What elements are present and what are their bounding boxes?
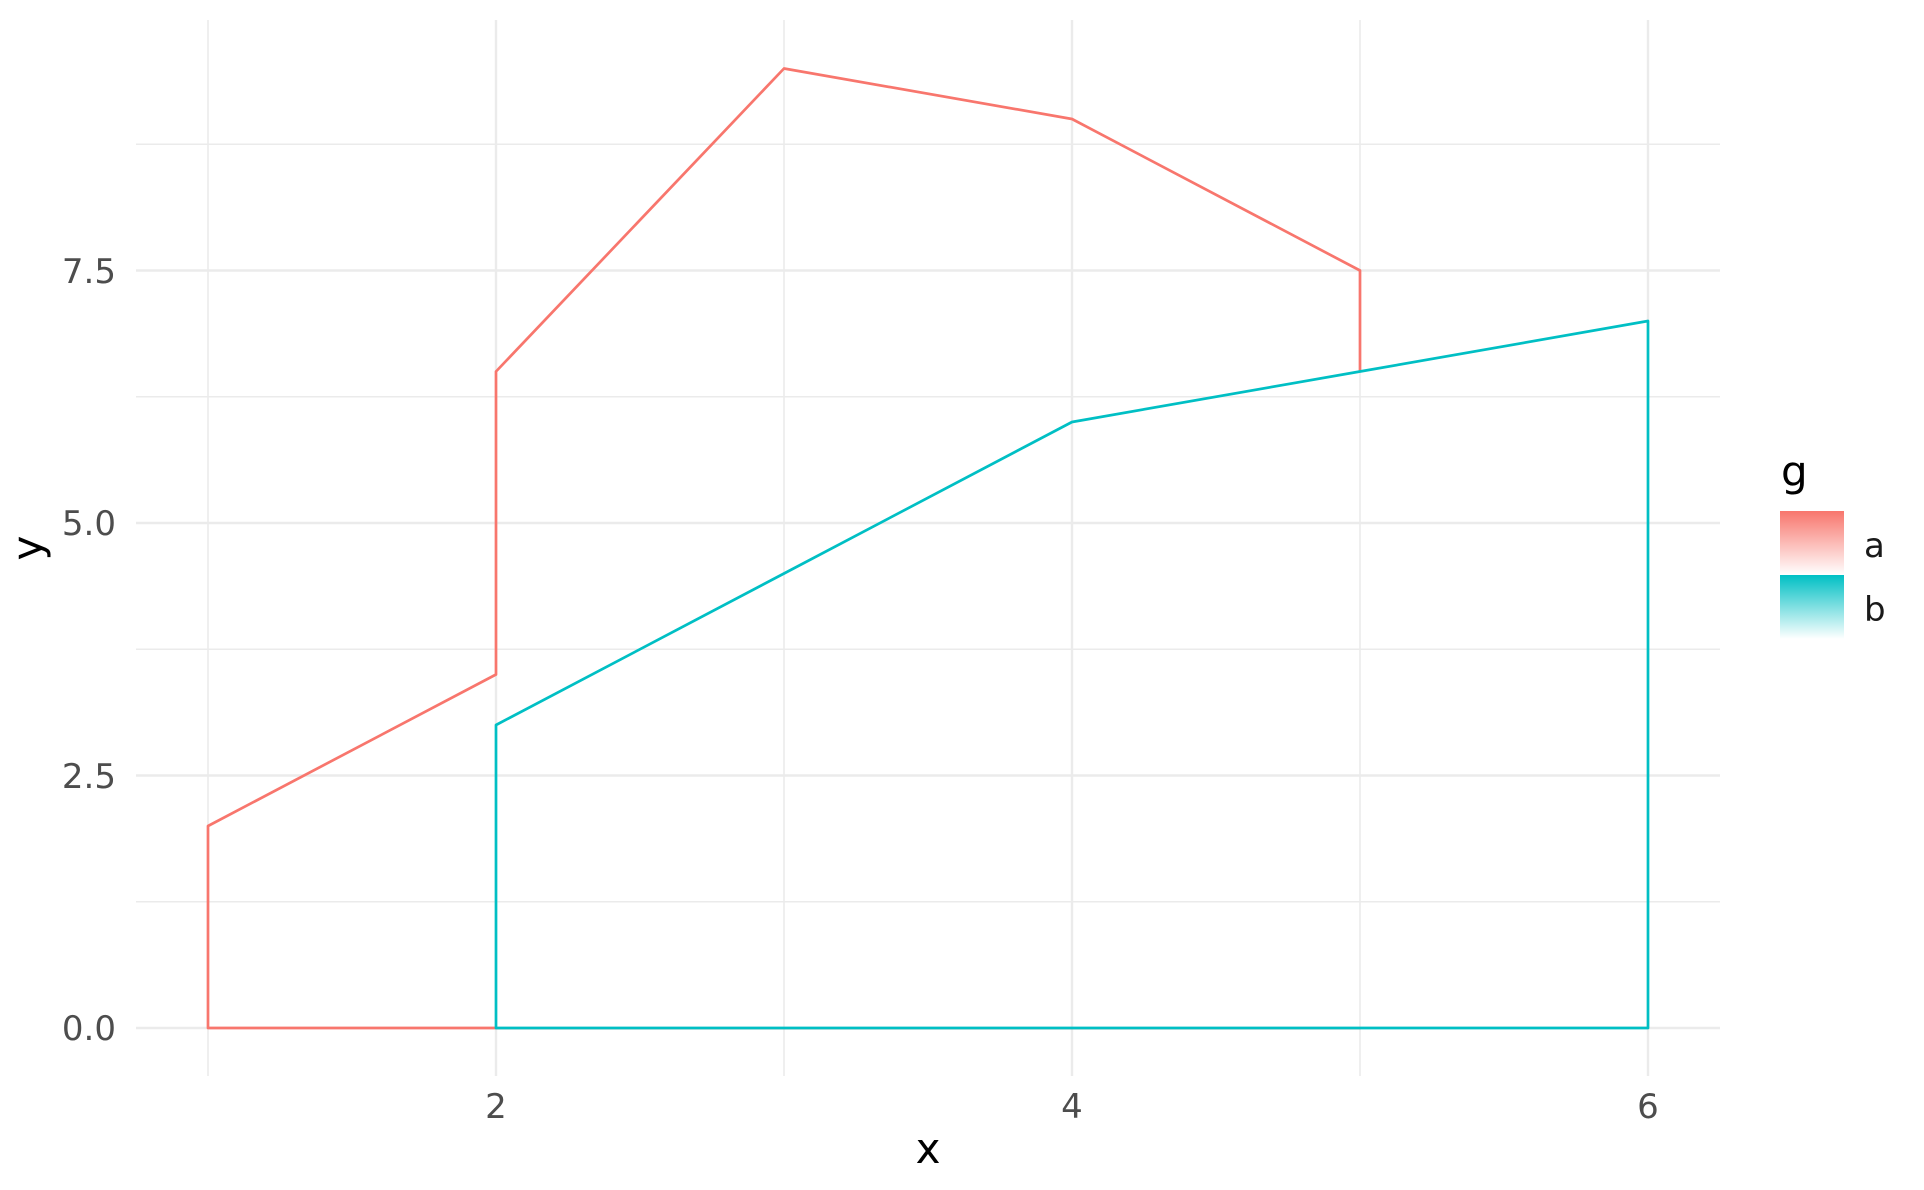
y-tick-5.0: 5.0 bbox=[62, 504, 116, 544]
x-axis-tick-labels: 2 4 6 bbox=[485, 1087, 1659, 1127]
x-tick-4: 4 bbox=[1061, 1087, 1083, 1127]
x-tick-2: 2 bbox=[485, 1087, 507, 1127]
legend-title: g bbox=[1781, 447, 1808, 496]
x-tick-6: 6 bbox=[1637, 1087, 1659, 1127]
y-axis-title: y bbox=[3, 536, 52, 561]
y-tick-0.0: 0.0 bbox=[62, 1009, 116, 1049]
y-tick-7.5: 7.5 bbox=[62, 252, 116, 292]
y-tick-2.5: 2.5 bbox=[62, 757, 116, 797]
x-axis-title: x bbox=[916, 1124, 941, 1173]
y-axis-tick-labels: 0.0 2.5 5.0 7.5 bbox=[62, 252, 116, 1049]
legend: g a b bbox=[1780, 447, 1886, 639]
legend-label-a: a bbox=[1864, 526, 1885, 566]
area-series-b bbox=[494, 319, 1650, 1030]
legend-key-a bbox=[1780, 511, 1844, 575]
legend-key-b bbox=[1780, 575, 1844, 639]
legend-label-b: b bbox=[1864, 590, 1886, 630]
